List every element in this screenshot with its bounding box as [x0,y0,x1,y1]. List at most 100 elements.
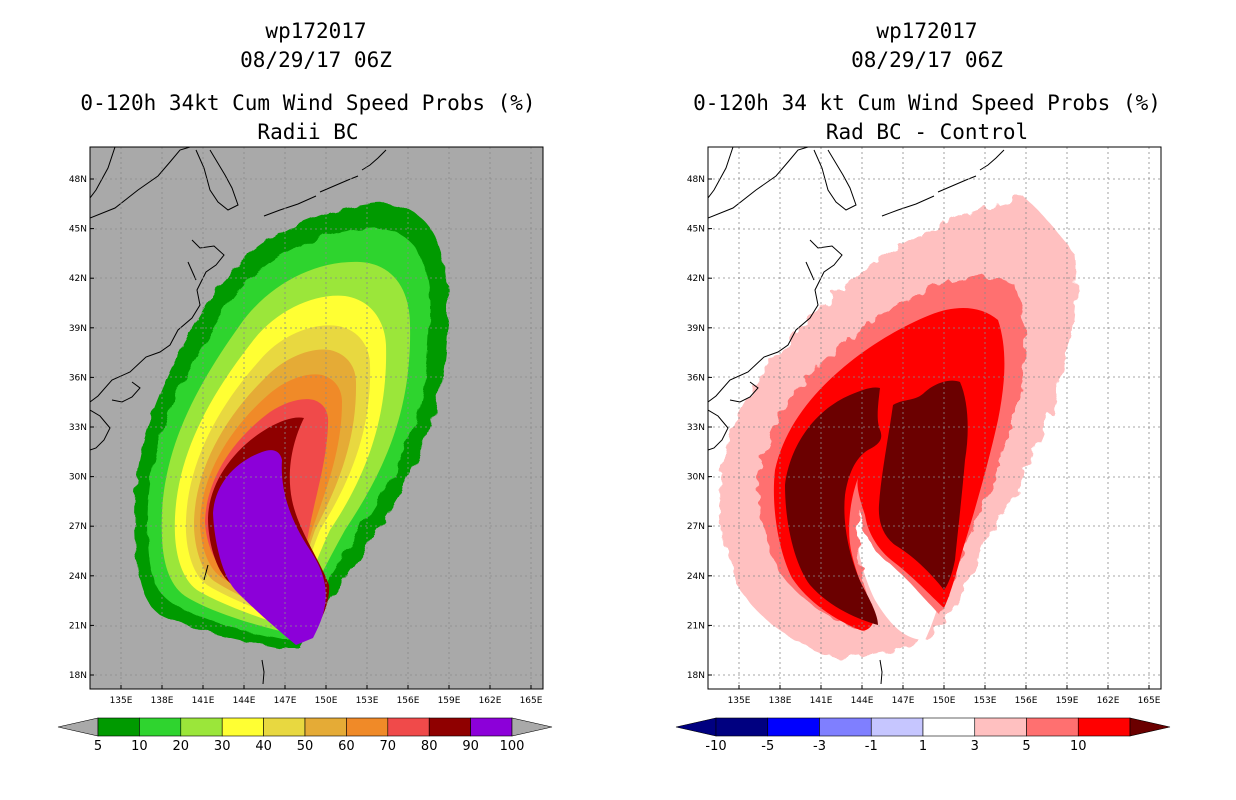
left-x-tick-label: 135E [110,696,133,706]
left-title-storm-id: wp172017 [265,19,366,43]
right-x-tick-label: 138E [769,696,792,706]
right-x-tick-label: 144E [851,696,874,706]
left-colorbar-label: 30 [214,739,231,754]
left-colorbar-label: 10 [131,739,148,754]
right-x-tick-label: 147E [892,696,915,706]
left-x-tick-label: 159E [438,696,461,706]
right-y-tick-label: 33N [687,423,705,433]
left-colorbar-swatch [428,717,471,737]
left-colorbar-swatch [470,717,513,737]
left-x-tick-label: 162E [479,696,502,706]
right-title-subtitle: Rad BC - Control [826,120,1028,144]
right-colorbar-swatch [819,717,872,737]
right-coastlines [708,147,1005,685]
left-colorbar-under-arrow [57,717,99,737]
left-colorbar-swatch [263,717,306,737]
right-title-product: 0-120h 34 kt Cum Wind Speed Probs (%) [693,91,1161,115]
left-colorbar-swatch [346,717,389,737]
right-y-tick-label: 21N [687,621,705,631]
left-title-datetime: 08/29/17 06Z [240,48,392,72]
left-y-tick-label: 33N [69,423,87,433]
right-colorbar-label: 5 [1022,739,1030,754]
right-colorbar-label: 10 [1070,739,1087,754]
right-title-storm-id: wp172017 [876,19,977,43]
right-x-tick-label: 135E [728,696,751,706]
left-axis-ticks: 135E 138E 141E 144E 147E 150E 153E 156E 159E 162E… [69,175,543,706]
left-colorbar: 5 10 20 30 40 50 60 70 80 90 100 [57,717,553,754]
left-colorbar-swatch [221,717,264,737]
left-x-tick-label: 138E [151,696,174,706]
left-plot-frame [89,146,544,690]
right-colorbar-label: 1 [919,739,927,754]
right-colorbar: -10 -5 -3 -1 1 3 5 10 [675,717,1171,754]
right-y-tick-label: 39N [687,324,705,334]
right-y-tick-label: 42N [687,274,705,284]
left-colorbar-swatch [180,717,223,737]
left-x-tick-label: 150E [315,696,338,706]
right-colorbar-swatch [767,717,820,737]
left-colorbar-label: 5 [94,739,102,754]
left-colorbar-swatch [97,717,140,737]
left-title-subtitle: Radii BC [257,120,358,144]
left-colorbar-label: 80 [421,739,438,754]
left-y-tick-label: 48N [69,175,87,185]
left-x-tick-label: 165E [520,696,543,706]
left-x-tick-label: 141E [192,696,215,706]
right-colorbar-under-arrow [675,717,717,737]
right-contour-10 [785,387,882,625]
left-x-tick-label: 147E [274,696,297,706]
left-colorbar-label: 40 [255,739,272,754]
right-colorbar-swatch [974,717,1027,737]
right-contour-10b [878,380,968,590]
left-x-tick-label: 144E [233,696,256,706]
right-colorbar-label: -10 [705,739,726,754]
right-title-datetime: 08/29/17 06Z [851,48,1003,72]
right-colorbar-swatch [715,717,769,737]
right-plot-frame [707,146,1162,690]
left-y-tick-label: 30N [69,473,87,483]
right-y-tick-label: 24N [687,572,705,582]
left-colorbar-swatch [304,717,347,737]
left-x-tick-label: 153E [356,696,379,706]
right-axis-ticks: 135E 138E 141E 144E 147E 150E 153E 156E 159E 162E… [687,175,1161,706]
left-y-tick-label: 24N [69,572,87,582]
left-contour-90 [213,450,326,645]
left-probability-field [134,203,449,648]
left-y-tick-label: 36N [69,373,87,383]
right-y-tick-label: 45N [687,225,705,235]
right-colorbar-label: 3 [971,739,979,754]
right-colorbar-over-arrow [1129,717,1171,737]
right-colorbar-swatch [922,717,976,737]
left-colorbar-label: 70 [380,739,397,754]
left-colorbar-label: 100 [500,739,525,754]
right-y-tick-label: 30N [687,473,705,483]
left-colorbar-over-arrow [511,717,553,737]
left-y-tick-label: 27N [69,522,87,532]
right-x-tick-label: 162E [1097,696,1120,706]
right-colorbar-label: -1 [865,739,878,754]
right-gridlines [708,147,1161,689]
left-colorbar-label: 50 [297,739,314,754]
right-colorbar-swatch [870,717,924,737]
right-chart-panel: wp172017 08/29/17 06Z 0-120h 34 kt Cum W… [675,19,1171,754]
right-colorbar-label: -5 [761,739,774,754]
right-difference-field [719,198,1077,658]
right-x-tick-label: 141E [810,696,833,706]
right-x-tick-label: 156E [1015,696,1038,706]
left-chart-panel: wp172017 08/29/17 06Z 0-120h 34kt Cum Wi… [57,19,553,754]
left-colorbar-label: 90 [462,739,479,754]
left-colorbar-label: 60 [338,739,355,754]
left-gridlines [90,147,543,689]
right-x-tick-label: 165E [1138,696,1161,706]
left-x-tick-label: 156E [397,696,420,706]
right-x-tick-label: 153E [974,696,997,706]
left-y-tick-label: 18N [69,671,87,681]
right-y-tick-label: 27N [687,522,705,532]
left-y-tick-label: 45N [69,225,87,235]
right-colorbar-swatch [1077,717,1131,737]
right-x-tick-label: 159E [1056,696,1079,706]
left-colorbar-swatch [139,717,182,737]
right-colorbar-label: -3 [813,739,826,754]
left-colorbar-swatch [387,717,430,737]
